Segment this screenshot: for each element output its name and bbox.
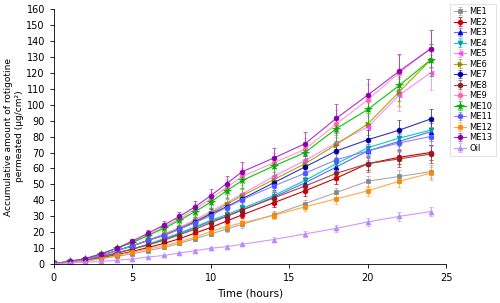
Y-axis label: Accumulative amount of rotigotine
permeated (μg/cm²): Accumulative amount of rotigotine permea…	[4, 58, 24, 215]
X-axis label: Time (hours): Time (hours)	[217, 289, 283, 299]
Legend: ME1, ME2, ME3, ME4, ME5, ME6, ME7, ME8, ME9, ME10, ME11, ME12, ME13, Oil: ME1, ME2, ME3, ME4, ME5, ME6, ME7, ME8, …	[450, 4, 496, 156]
